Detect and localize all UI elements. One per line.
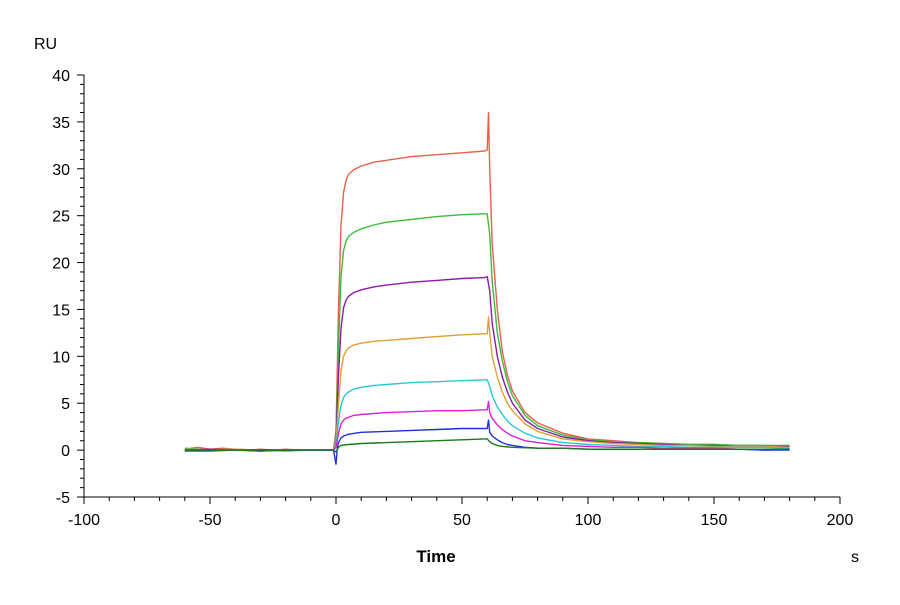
y-tick-label: 40	[52, 68, 70, 85]
y-tick-label: 10	[52, 349, 70, 366]
y-tick-label: -5	[56, 490, 70, 507]
x-axis-title: Time	[416, 547, 455, 566]
x-tick-label: 0	[332, 512, 341, 529]
series-line-6	[184, 400, 790, 451]
x-tick-label: -100	[68, 512, 100, 529]
axes	[83, 75, 840, 498]
x-ticks: -100 -50 0 50 100 150 200	[68, 497, 853, 529]
y-tick-label: 5	[61, 396, 70, 413]
series-line-1	[184, 111, 790, 451]
series-line-8	[184, 438, 790, 453]
y-tick-label: 25	[52, 209, 70, 226]
series-line-4	[184, 316, 790, 451]
x-tick-label: 50	[453, 512, 471, 529]
y-ticks: -5 0 5 10 15 20 25 30 35 40	[52, 68, 84, 507]
x-tick-label: -50	[198, 512, 221, 529]
y-tick-label: 15	[52, 302, 70, 319]
y-tick-label: 0	[61, 443, 70, 460]
x-tick-label: 100	[575, 512, 602, 529]
y-tick-label: 20	[52, 256, 70, 273]
x-tick-label: 200	[827, 512, 854, 529]
y-tick-label: 35	[52, 115, 70, 132]
x-unit-label: s	[851, 549, 859, 566]
y-unit-label: RU	[34, 36, 57, 53]
x-tick-label: 150	[701, 512, 728, 529]
series-line-7	[184, 419, 790, 465]
y-tick-label: 30	[52, 162, 70, 179]
series-group	[184, 111, 790, 465]
